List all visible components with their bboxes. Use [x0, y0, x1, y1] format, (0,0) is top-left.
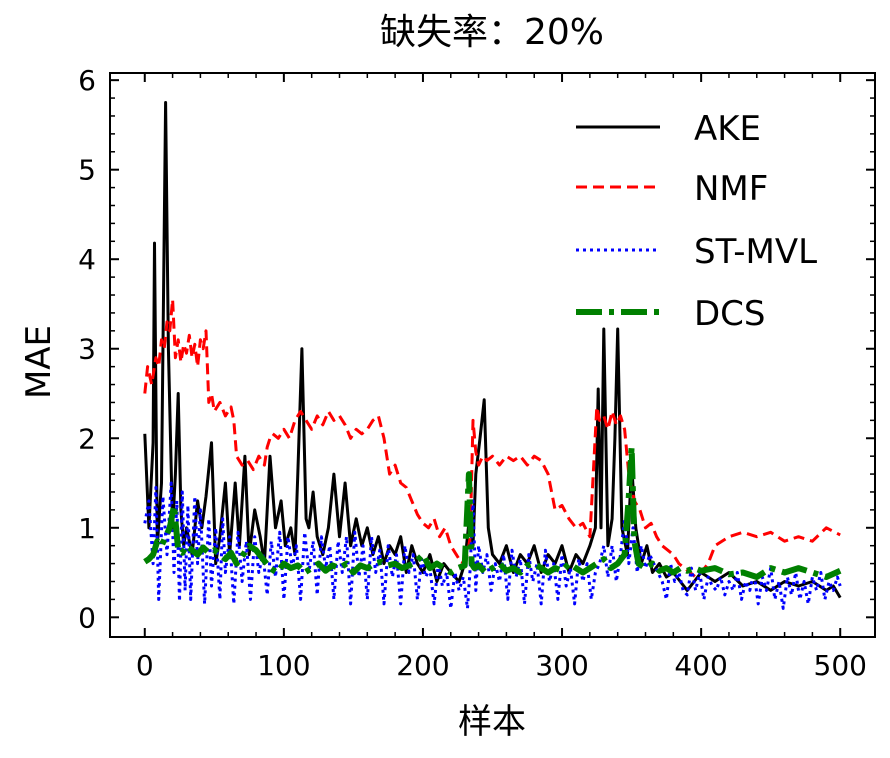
x-tick-label: 300 [535, 649, 588, 682]
series-layer [143, 101, 842, 610]
y-tick-label: 5 [78, 154, 96, 187]
x-tick-label: 400 [674, 649, 727, 682]
x-axis-label: 样本 [458, 702, 526, 742]
y-tick-label: 0 [78, 601, 96, 634]
legend-label-dcs: DCS [694, 294, 766, 334]
legend-label-st-mvl: ST-MVL [694, 232, 817, 272]
chart-title: 缺失率：20% [380, 12, 604, 53]
x-tick-label: 200 [396, 649, 449, 682]
ticks-layer: 0 100 200 300 400 500 0 1 2 3 4 5 6 [78, 64, 875, 682]
y-tick-label: 3 [78, 333, 96, 366]
y-axis-label: MAE [19, 325, 59, 399]
x-tick-label: 100 [257, 649, 310, 682]
y-tick-label: 2 [78, 422, 96, 455]
x-tick-label: 0 [136, 649, 154, 682]
legend: AKE NMF ST-MVL DCS [576, 109, 817, 334]
y-tick-label: 1 [78, 512, 96, 545]
series-line-dcs [143, 444, 842, 580]
x-tick-label: 500 [814, 649, 867, 682]
legend-label-ake: AKE [694, 109, 761, 149]
series-line-nmf [143, 298, 841, 579]
legend-label-nmf: NMF [694, 169, 768, 209]
y-tick-label: 4 [78, 243, 96, 276]
plot-frame [109, 72, 876, 638]
y-tick-label: 6 [78, 64, 96, 97]
